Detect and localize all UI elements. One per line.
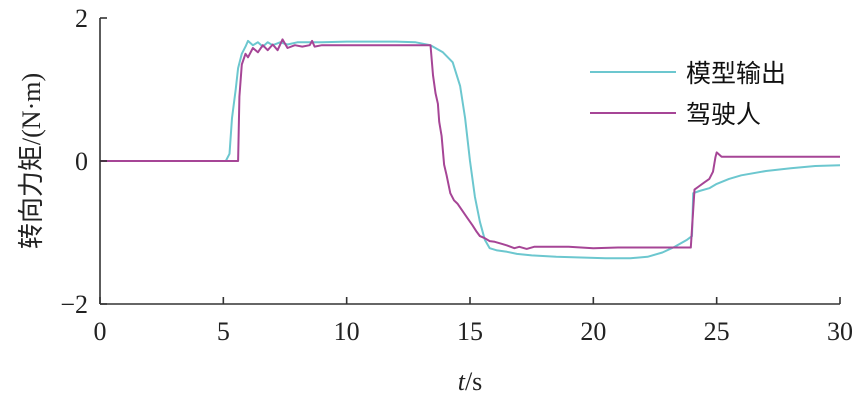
- x-tick-label: 25: [704, 317, 730, 346]
- y-ticks: −2 0 2: [60, 4, 107, 319]
- x-axis-label-unit: /s: [465, 367, 482, 396]
- series-line-1: [100, 38, 840, 250]
- x-axis-label-variable: t: [458, 367, 466, 396]
- plot-lines: [100, 38, 841, 260]
- x-tick-label: 5: [217, 317, 230, 346]
- x-tick-label: 15: [457, 317, 483, 346]
- y-tick-label: −2: [60, 290, 88, 319]
- y-tick-label: 0: [75, 147, 88, 176]
- x-tick-label: 10: [334, 317, 360, 346]
- y-tick-label: 2: [75, 4, 88, 33]
- x-tick-label: 0: [94, 317, 107, 346]
- x-axis-label: t/s: [458, 367, 483, 396]
- x-tick-label: 20: [580, 317, 606, 346]
- x-tick-label: 30: [827, 317, 853, 346]
- x-ticks: 0 5 10 15 20 25 30: [94, 297, 853, 346]
- legend-label-driver: 驾驶人: [686, 100, 761, 129]
- series-line-0: [100, 39, 841, 260]
- y-axis-label: 转向力矩/(N·m): [17, 73, 46, 249]
- legend-label-model-output: 模型输出: [686, 59, 786, 88]
- legend: 模型输出 驾驶人: [590, 59, 786, 129]
